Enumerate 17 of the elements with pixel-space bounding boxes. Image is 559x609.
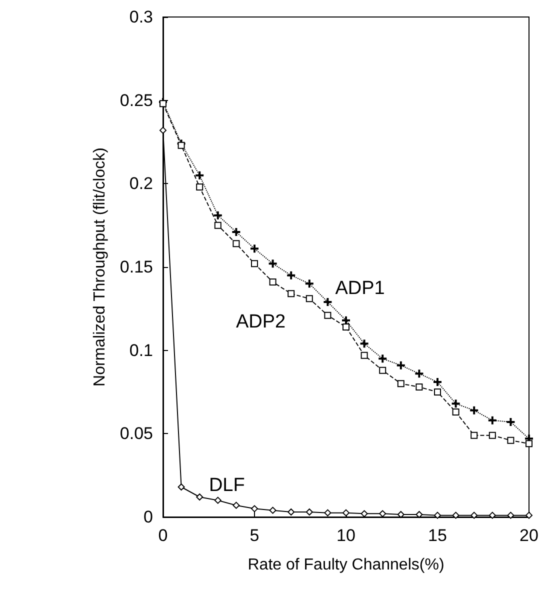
y-tick-label: 0.05 — [120, 424, 153, 444]
y-tick-label: 0.3 — [129, 8, 153, 26]
y-tick-label: 0.1 — [129, 340, 153, 360]
y-tick-label: 0.25 — [120, 90, 153, 110]
x-tick-label: 10 — [336, 526, 356, 545]
series-label: DLF — [208, 474, 245, 496]
x-tick-label: 5 — [250, 526, 260, 545]
x-tick-label: 15 — [428, 526, 447, 545]
y-axis-title: Normalized Throughput (flit/clock) — [92, 148, 108, 386]
series-label: ADP1 — [335, 278, 385, 299]
y-tick-label: 0.15 — [120, 258, 153, 276]
y-tick-label: 0 — [144, 508, 153, 526]
y-tick-label: 0.2 — [129, 174, 153, 194]
series-label: ADP2 — [236, 312, 286, 332]
x-tick-label: 20 — [520, 526, 538, 545]
x-tick-label: 0 — [158, 526, 168, 545]
x-axis-title: Rate of Faulty Channels(%) — [248, 556, 444, 574]
